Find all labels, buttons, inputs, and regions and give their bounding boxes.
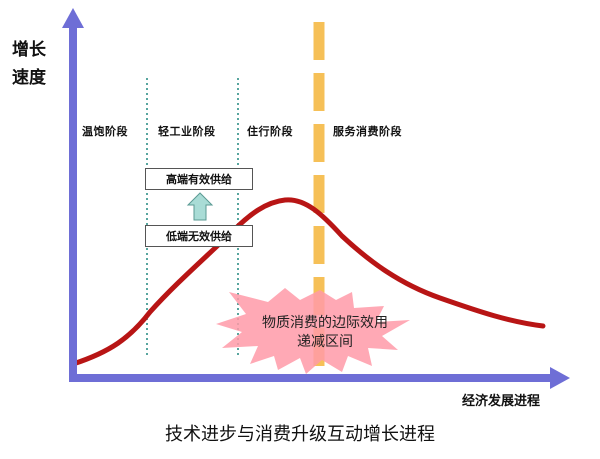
y-axis-arrowhead — [62, 8, 84, 28]
x-axis-label: 经济发展进程 — [462, 394, 541, 409]
burst-label-line1: 物质消费的边际效用 — [262, 315, 388, 331]
y-axis-label-line2: 速度 — [12, 68, 46, 88]
diagram-caption: 技术进步与消费升级互动增长进程 — [165, 424, 435, 445]
growth-curve — [70, 197, 546, 367]
stage-label-housing-transport: 住行阶段 — [247, 125, 293, 138]
burst-label: 物质消费的边际效用 递减区间 — [220, 314, 430, 352]
y-axis-label: 增长 速度 — [12, 36, 52, 92]
stage-label-light-industry: 轻工业阶段 — [158, 125, 216, 138]
high-end-supply-box: 高端有效供给 — [145, 168, 253, 190]
stage-label-subsistence: 温饱阶段 — [82, 125, 128, 138]
x-axis-arrowhead — [550, 367, 570, 389]
burst-label-line2: 递减区间 — [297, 334, 353, 350]
stage-label-service-consumption: 服务消费阶段 — [333, 125, 402, 138]
low-end-supply-box: 低端无效供给 — [145, 225, 253, 247]
diminishing-utility-burst — [216, 288, 410, 374]
upgrade-arrow-icon — [186, 192, 214, 221]
y-axis-label-line1: 增长 — [12, 40, 46, 60]
